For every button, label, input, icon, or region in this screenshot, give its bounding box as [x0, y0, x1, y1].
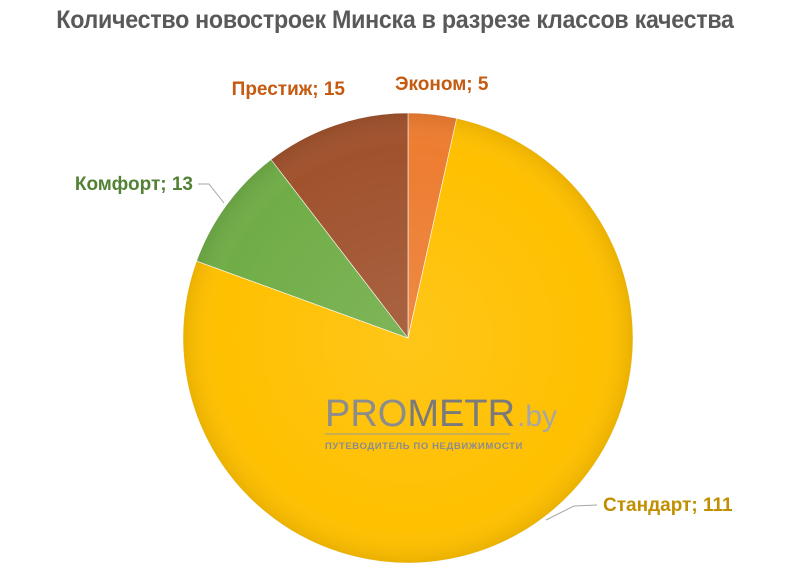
watermark-logo: PROMETR.by	[325, 393, 557, 435]
watermark-pro: PRO	[325, 393, 407, 435]
watermark-tagline: ПУТЕВОДИТЕЛЬ ПО НЕДВИЖИМОСТИ	[325, 441, 523, 452]
slice-label-2: Стандарт; 111	[603, 495, 733, 516]
slice-label-1: Эконом; 5	[395, 74, 489, 95]
slice-label-3: Комфорт; 13	[75, 174, 193, 195]
leader-line-3	[198, 184, 224, 203]
watermark-by: .by	[517, 400, 557, 433]
pie-slices	[183, 113, 633, 563]
slice-label-4: Престиж; 15	[232, 79, 346, 100]
watermark-metr: METR	[407, 393, 515, 435]
prometr-watermark: PROMETR.by ПУТЕВОДИТЕЛЬ ПО НЕДВИЖИМОСТИ	[325, 393, 557, 452]
